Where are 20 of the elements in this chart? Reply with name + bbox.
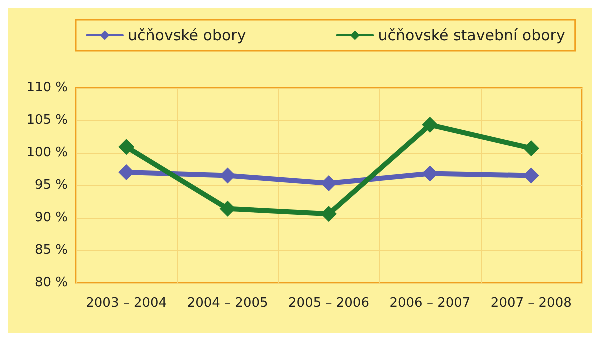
x-tick-label: 2004 – 2005 [187,296,268,311]
x-tick-label: 2007 – 2008 [490,296,572,311]
point [422,117,438,134]
point [118,139,135,156]
point [220,200,236,217]
y-tick-label: 95 % [34,178,68,193]
point [321,206,337,222]
legend-label: učňovské obory [128,26,246,44]
y-tick-label: 110 % [26,80,68,96]
y-tick-label: 100 % [26,146,68,160]
y-tick-label: 85 % [34,243,68,258]
x-tick-label: 2006 – 2007 [390,296,471,311]
y-tick-label: 80 % [34,276,68,290]
point [523,140,540,156]
y-tick-label: 105 % [26,113,68,128]
y-tick-label: 90 % [34,210,68,226]
point [321,176,337,192]
x-tick-label: 2005 – 2006 [288,296,370,311]
x-tick-label: 2003 – 2004 [86,296,168,311]
legend-label: učňovské stavební obory [378,26,566,44]
